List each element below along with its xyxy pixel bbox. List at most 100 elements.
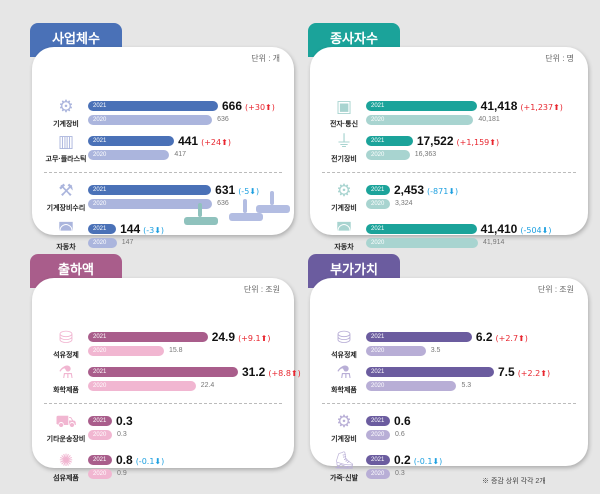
value-2021: 0.8 (-0.1⬇) [116,453,164,467]
bar-2020: 2020 [88,238,117,248]
value-2021: 24.9 (+9.1⬆) [212,330,271,344]
footnote: ※ 증감 상위 각각 2개 [482,478,546,485]
change-label: (+24⬆) [201,138,231,147]
industry-label: 전자·통신 [329,121,359,128]
yarn-icon: ✺ [58,451,74,471]
bar-2021: 2021 [366,101,477,111]
value-2020: 0.9 [117,470,127,477]
bar-2021: 2021 [88,136,175,146]
car-icon: ◚ [57,220,75,240]
industry-label: 섬유제품 [53,475,79,482]
value-2021-number: 31.2 [242,365,266,379]
value-2021-number: 24.9 [211,330,236,344]
value-2020: 3.5 [430,347,441,354]
industry-label: 석유정제 [331,352,357,359]
change-label: (-3⬇) [143,226,165,235]
value-2021: 666 (+30⬆) [222,99,275,113]
industry-row: ⚗ 화학제품 2021 2020 7.5 (+2.2⬆) 5.3 [310,363,588,401]
bar-2021: 2021 [366,332,472,342]
change-label: (+2.2⬆) [517,369,551,378]
bar-2021: 2021 [366,136,413,146]
industry-row: ⏚ 전기장비 2021 2020 17,522 (+1,159⬆) 16,363 [310,132,588,170]
industry-row: ⚗ 화학제품 2021 2020 31.2 (+8.8⬆) 22.4 [32,363,301,401]
change-label: (+1,159⬆) [456,138,500,147]
industry-label: 기계장비 [331,436,357,443]
industry-row: ⚙ 기계장비 2021 2020 2,453 (-871⬇) 3,324 [310,181,588,219]
change-label: (-871⬇) [427,187,459,196]
value-2021: 441 (+24⬆) [178,134,231,148]
robot-arm-decoration-icon [254,191,292,213]
change-label: (-0.1⬇) [135,457,165,466]
change-label: (-5⬇) [238,187,260,196]
flask-icon: ⚗ [58,363,74,383]
change-label: (+1,237⬆) [520,103,563,112]
industry-row: ⛟ 기타운송장비 2021 2020 0.3 0.3 [32,412,294,450]
industry-row: ✺ 섬유제품 2021 2020 0.8 (-0.1⬇) 0.9 [32,451,294,489]
value-2020: 41,914 [483,239,505,246]
bar-2021: 2021 [366,455,390,465]
bar-2020: 2020 [366,115,474,125]
value-2020: 3,324 [395,200,413,207]
industry-row: ◚ 자동차 2021 2020 41,410 (-504⬇) 41,914 [310,220,588,258]
bar-2020: 2020 [88,469,112,479]
oil-tank-icon: ⛁ [336,328,352,348]
change-label: (+9.1⬆) [238,334,271,343]
value-2020: 22.4 [200,382,215,389]
industry-label: 가죽·신발 [329,475,359,482]
divider [44,172,282,173]
bar-2021: 2021 [88,332,208,342]
industry-label: 화학제품 [331,387,357,394]
value-2021-number: 144 [120,222,141,236]
gear-wrench-icon: ⚙ [336,412,352,432]
value-2021-number: 0.6 [394,414,411,428]
divider [322,403,576,404]
industry-row: ⛁ 석유정제 2021 2020 24.9 (+9.1⬆) 15.8 [32,328,294,366]
value-2021-number: 2,453 [394,183,425,197]
industry-label: 기계장비수리 [46,205,86,212]
bar-2020: 2020 [88,199,213,209]
industry-row: ⛸ 가죽·신발 2021 2020 0.2 (-0.1⬇) 0.3 [310,451,588,489]
industry-row: ⚒ 기계장비수리 2021 2020 631 (-5⬇) 636 [32,181,294,219]
bar-2021: 2021 [88,367,238,377]
unit-label: 단위 : 조원 [243,285,280,294]
robot-arm-decoration-icon [182,203,220,225]
value-2021: 144 (-3⬇) [120,222,164,236]
change-label: (+8.8⬆) [268,369,301,378]
value-2020: 0.3 [117,431,127,438]
robot-arm-decoration-icon [227,199,265,221]
value-2021-number: 0.2 [394,453,411,467]
robot-arm-icon: ⚒ [58,181,74,201]
value-2020: 0.3 [395,470,405,477]
panel-card: 단위 : 명 ▣ 전자·통신 2021 2020 41,418 (+1,237⬆)… [310,47,588,251]
bar-2020: 2020 [366,381,457,391]
bar-2020: 2020 [366,199,390,209]
value-2021-number: 441 [178,134,199,148]
divider [44,403,282,404]
value-2021: 17,522 (+1,159⬆) [417,134,499,148]
factory-icon: ▥ [57,132,75,152]
bar-2020: 2020 [366,430,390,440]
bar-2020: 2020 [88,115,213,125]
industry-row: ◚ 자동차 2021 2020 144 (-3⬇) 147 [32,220,294,258]
unit-label: 단위 : 명 [545,54,574,63]
panel-card: 단위 : 조원 ⛁ 석유정제 2021 2020 24.9 (+9.1⬆) 15.… [32,278,301,482]
bar-2021: 2021 [88,185,212,195]
bar-2020: 2020 [366,346,426,356]
industry-label: 기계장비 [331,205,357,212]
industry-label: 자동차 [56,244,76,251]
industry-row: ⚙ 기계장비 2021 2020 0.6 0.6 [310,412,588,450]
unit-label: 단위 : 조원 [537,285,574,294]
value-2021: 31.2 (+8.8⬆) [242,365,301,379]
value-2020: 636 [217,116,229,123]
value-2021-number: 6.2 [475,330,493,344]
industry-row: ▣ 전자·통신 2021 2020 41,418 (+1,237⬆) 40,181 [310,97,588,135]
value-2021-number: 666 [222,99,243,113]
boot-icon: ⛸ [333,451,355,471]
value-2021: 2,453 (-871⬇) [394,183,458,197]
bar-2021: 2021 [88,455,112,465]
value-2021-number: 0.3 [116,414,133,428]
car-icon: ◚ [335,220,353,240]
industry-label: 자동차 [334,244,354,251]
divider [322,172,576,173]
gear-wrench-icon: ⚙ [336,181,352,201]
